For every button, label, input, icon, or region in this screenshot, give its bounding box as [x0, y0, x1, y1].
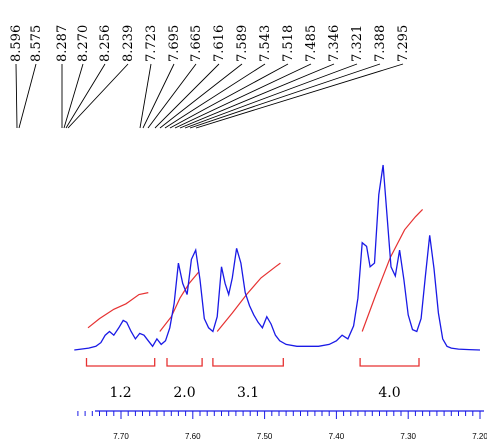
peak-leader-11: [159, 63, 243, 129]
integral-bracket-2: [166, 358, 203, 367]
peak-label-2: 8.575: [29, 25, 44, 62]
integral-value-3: 3.1: [237, 385, 259, 401]
peak-label-17: 7.388: [373, 25, 388, 62]
integral-value-4: 4.0: [378, 385, 400, 401]
spectrum-line: [74, 164, 481, 351]
peak-label-8: 7.695: [167, 25, 182, 62]
peak-leader-9: [147, 63, 197, 129]
peak-label-4: 8.270: [76, 25, 91, 62]
peak-labels: 8.596 8.575 8.287 8.270 8.256 8.239 7.723 7.695…: [9, 25, 411, 62]
peak-label-7: 7.723: [144, 25, 159, 62]
x-tick-label-5: 7.30: [400, 432, 416, 441]
peak-label-9: 7.665: [189, 25, 204, 62]
integral-curve-2: [159, 271, 199, 332]
peak-label-12: 7.543: [258, 25, 273, 62]
integral-curves: [87, 208, 424, 332]
integral-curve-3: [216, 262, 281, 332]
x-tick-label-6: 7.20: [472, 432, 487, 441]
peak-leader-17: [189, 63, 381, 129]
x-tick-label-3: 7.50: [257, 432, 273, 441]
peak-leader-lines: [15, 63, 404, 129]
peak-leader-18: [195, 63, 404, 129]
peak-label-14: 7.485: [304, 25, 319, 62]
peak-leader-10: [154, 63, 220, 129]
integral-bracket-1: [85, 358, 156, 367]
peak-leader-5: [65, 63, 106, 129]
peak-leader-12: [164, 63, 266, 129]
integral-curve-1: [87, 292, 149, 329]
peak-label-18: 7.295: [396, 25, 411, 62]
peak-leader-13: [169, 63, 289, 129]
peak-leader-7: [139, 63, 152, 129]
peak-leader-16: [184, 63, 358, 129]
peak-leader-4: [63, 63, 84, 129]
integral-value-1: 1.2: [109, 385, 131, 401]
peak-label-6: 8.239: [121, 25, 136, 62]
peak-leader-2: [18, 63, 37, 129]
peak-leader-1: [15, 63, 18, 129]
peak-label-13: 7.518: [281, 25, 296, 62]
peak-leader-8: [142, 63, 175, 129]
peak-label-1: 8.596: [9, 25, 24, 62]
integral-bracket-3: [212, 358, 284, 367]
peak-leader-15: [179, 63, 335, 129]
integral-curve-4: [361, 208, 424, 332]
peak-label-3: 8.287: [55, 25, 70, 62]
integral-value-2: 2.0: [173, 385, 195, 401]
x-tick-label-2: 7.60: [185, 432, 201, 441]
peak-leader-14: [174, 63, 312, 129]
peak-label-10: 7.616: [212, 25, 227, 62]
x-tick-label-4: 7.40: [329, 432, 345, 441]
peak-label-16: 7.321: [350, 25, 365, 62]
integral-bracket-4: [359, 358, 420, 367]
peak-label-15: 7.346: [327, 25, 342, 62]
peak-label-11: 7.589: [235, 25, 250, 62]
x-tick-label-1: 7.70: [113, 432, 129, 441]
peak-leader-6: [67, 63, 129, 129]
peak-label-5: 8.256: [98, 25, 113, 62]
integral-brackets: 1.2 2.0 3.1 4.0: [85, 358, 420, 401]
x-axis: 7.70 7.60 7.50 7.40 7.30 7.20: [77, 410, 487, 441]
